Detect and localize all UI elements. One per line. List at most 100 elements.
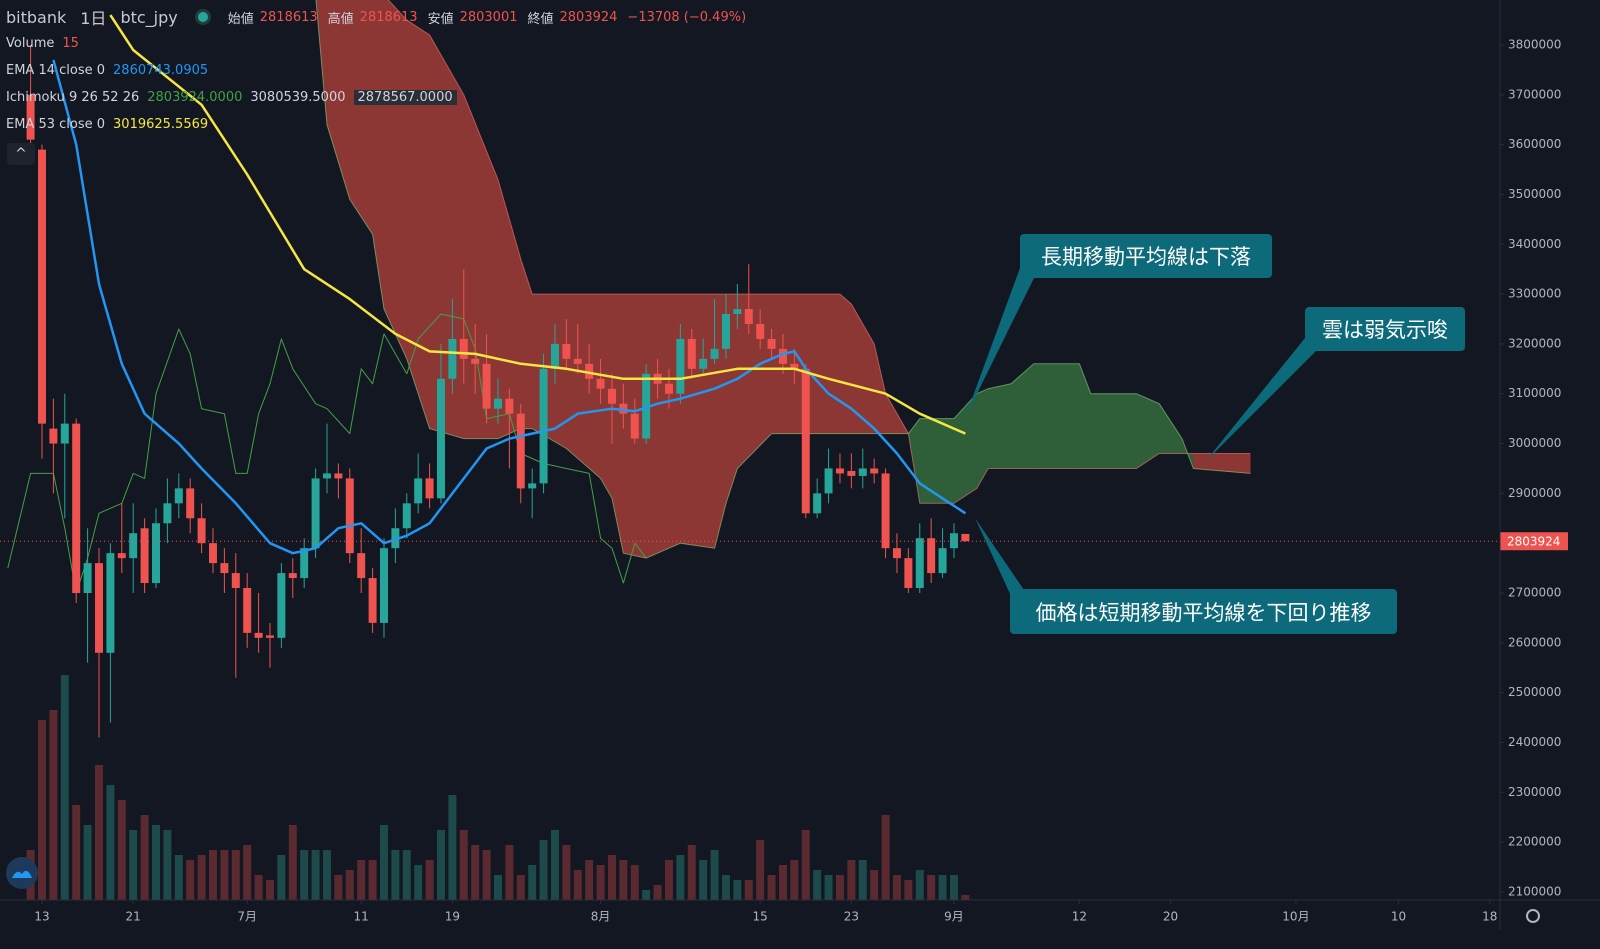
cloud-segment bbox=[611, 293, 624, 554]
candle-body bbox=[425, 478, 434, 499]
candle-body bbox=[630, 413, 639, 439]
y-tick-label: 2700000 bbox=[1508, 586, 1561, 600]
volume-bar bbox=[129, 830, 138, 900]
candle-body bbox=[334, 473, 343, 479]
candle-body bbox=[881, 473, 890, 549]
volume-bar bbox=[254, 875, 263, 900]
legend-name[interactable]: Volume bbox=[6, 36, 55, 51]
volume-bar bbox=[516, 875, 525, 900]
y-tick-label: 2900000 bbox=[1508, 486, 1561, 500]
logo-icon bbox=[12, 870, 32, 878]
interval[interactable]: 1日 bbox=[80, 9, 107, 28]
candle-body bbox=[163, 503, 172, 524]
y-tick-label: 2100000 bbox=[1508, 884, 1561, 898]
candle-body bbox=[106, 553, 115, 653]
cloud-segment bbox=[1158, 402, 1183, 454]
x-tick-label: 12 bbox=[1072, 910, 1087, 924]
cloud-segment bbox=[839, 293, 852, 434]
volume-bar bbox=[756, 840, 765, 900]
candle-body bbox=[790, 363, 799, 369]
cloud-segment bbox=[645, 293, 681, 559]
candle-body bbox=[208, 543, 217, 564]
status-dot bbox=[197, 12, 208, 22]
candle-body bbox=[243, 588, 252, 633]
volume-bar bbox=[152, 825, 160, 900]
candle-body bbox=[129, 533, 138, 559]
candle-body bbox=[927, 538, 936, 574]
volume-bar bbox=[436, 830, 445, 900]
x-tick-label: 18 bbox=[1482, 910, 1497, 924]
candle-body bbox=[254, 632, 263, 638]
candle-body bbox=[824, 468, 833, 494]
volume-bar bbox=[345, 870, 354, 900]
candle-body bbox=[585, 363, 594, 379]
x-tick-label: 8月 bbox=[591, 910, 611, 924]
volume-bar bbox=[539, 840, 548, 900]
cloud-segment bbox=[406, 19, 430, 429]
volume-bar bbox=[630, 865, 639, 900]
volume-bar bbox=[733, 880, 742, 900]
volume-bar bbox=[847, 860, 856, 900]
volume-bar bbox=[813, 870, 822, 900]
cloud-segment bbox=[1136, 393, 1160, 469]
change: −13708 (−0.49%) bbox=[627, 9, 747, 25]
volume-bar bbox=[208, 850, 217, 900]
candle-body bbox=[562, 343, 571, 359]
volume-bar bbox=[528, 865, 537, 900]
volume-bar bbox=[368, 860, 377, 900]
candle-body bbox=[493, 398, 502, 409]
volume-bar bbox=[402, 850, 411, 900]
header: bitbank 1日 btc_jpy 始値 2818613 高値 2818613 安… bbox=[6, 5, 750, 29]
candle-body bbox=[949, 533, 958, 549]
volume-bar bbox=[140, 815, 149, 900]
cloud-segment bbox=[463, 94, 499, 439]
y-tick-label: 3800000 bbox=[1508, 37, 1561, 51]
settings-icon[interactable] bbox=[1526, 909, 1540, 923]
volume-bar bbox=[288, 825, 297, 900]
x-tick-label: 20 bbox=[1163, 910, 1178, 924]
cloud-line bbox=[315, 0, 1251, 559]
volume-bar bbox=[653, 885, 662, 900]
candle-body bbox=[186, 488, 195, 519]
y-tick-label: 2500000 bbox=[1508, 685, 1561, 699]
legend-name[interactable]: Ichimoku 9 26 52 26 bbox=[6, 90, 140, 105]
volume-bar bbox=[550, 830, 559, 900]
volume-bar bbox=[904, 880, 913, 900]
volume-bar bbox=[493, 875, 502, 900]
volume-bar bbox=[379, 825, 388, 900]
candle-body bbox=[152, 523, 160, 584]
volume-bar bbox=[95, 765, 103, 900]
collapse-button[interactable]: ^ bbox=[7, 143, 35, 165]
volume-bar bbox=[573, 870, 582, 900]
candle-body bbox=[539, 368, 548, 484]
candle-body bbox=[699, 358, 708, 369]
legend-name[interactable]: EMA 14 close 0 bbox=[6, 63, 106, 78]
volume-bar bbox=[357, 860, 366, 900]
legend-value: 2878567.0000 bbox=[353, 90, 457, 105]
symbol[interactable]: btc_jpy bbox=[120, 7, 178, 27]
y-tick-label: 3500000 bbox=[1508, 187, 1561, 201]
ohlc-value: 2818613 bbox=[259, 9, 318, 25]
volume-bar bbox=[186, 860, 195, 900]
ohlc-value: 2818613 bbox=[359, 9, 418, 25]
y-tick-label: 3300000 bbox=[1508, 287, 1561, 301]
cloud-segment bbox=[987, 383, 1012, 469]
volume-bar bbox=[482, 850, 491, 900]
volume-bar bbox=[72, 805, 81, 900]
candle-body bbox=[231, 573, 240, 589]
cloud-segment bbox=[873, 343, 886, 434]
callout-pointer bbox=[1205, 338, 1316, 462]
candle-body bbox=[379, 548, 388, 623]
logo[interactable] bbox=[6, 857, 38, 889]
candle-body bbox=[357, 553, 366, 579]
candle-body bbox=[619, 403, 628, 414]
candle-body bbox=[95, 563, 103, 653]
legend-row: EMA 53 close 0 3019625.5569 bbox=[6, 117, 208, 132]
y-tick-label: 3000000 bbox=[1508, 436, 1561, 450]
volume-bar bbox=[459, 830, 468, 900]
volume-bar bbox=[664, 860, 673, 900]
legend-name[interactable]: EMA 53 close 0 bbox=[6, 117, 106, 132]
ohlc-label: 安値 bbox=[427, 11, 454, 27]
y-tick-label: 3100000 bbox=[1508, 386, 1561, 400]
candle-body bbox=[402, 503, 411, 529]
